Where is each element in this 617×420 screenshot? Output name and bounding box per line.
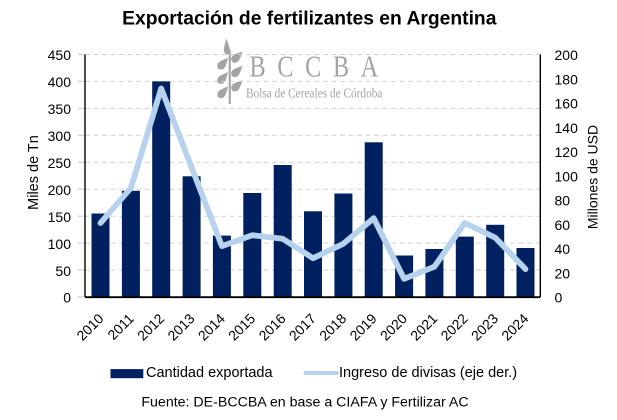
svg-text:Millones de USD: Millones de USD [585, 125, 601, 229]
svg-text:100: 100 [48, 236, 72, 252]
svg-text:120: 120 [555, 144, 579, 160]
svg-text:160: 160 [555, 96, 579, 112]
svg-text:Fuente: DE-BCCBA en base a CIA: Fuente: DE-BCCBA en base a CIAFA y Ferti… [141, 395, 468, 411]
svg-text:200: 200 [555, 47, 579, 63]
svg-text:80: 80 [555, 193, 571, 209]
svg-text:BCCBA: BCCBA [250, 50, 390, 85]
svg-text:150: 150 [48, 209, 72, 225]
svg-text:60: 60 [555, 217, 571, 233]
svg-text:Miles de Tn: Miles de Tn [26, 135, 42, 210]
svg-text:0: 0 [63, 290, 71, 306]
svg-text:300: 300 [48, 128, 72, 144]
svg-text:180: 180 [555, 71, 579, 87]
svg-text:50: 50 [55, 263, 71, 279]
svg-text:Cantidad exportada: Cantidad exportada [146, 365, 273, 381]
svg-text:450: 450 [48, 47, 72, 63]
svg-text:20: 20 [555, 265, 571, 281]
svg-text:Ingreso de divisas (eje der.): Ingreso de divisas (eje der.) [339, 365, 517, 381]
svg-text:250: 250 [48, 155, 72, 171]
svg-text:Exportación de fertilizantes e: Exportación de fertilizantes en Argentin… [122, 9, 497, 30]
svg-text:Bolsa de Cereales de Córdoba: Bolsa de Cereales de Córdoba [246, 86, 383, 101]
svg-text:0: 0 [555, 290, 563, 306]
svg-text:40: 40 [555, 241, 571, 257]
svg-text:140: 140 [555, 120, 579, 136]
svg-text:400: 400 [48, 74, 72, 90]
svg-text:350: 350 [48, 101, 72, 117]
svg-text:100: 100 [555, 168, 579, 184]
svg-text:200: 200 [48, 182, 72, 198]
